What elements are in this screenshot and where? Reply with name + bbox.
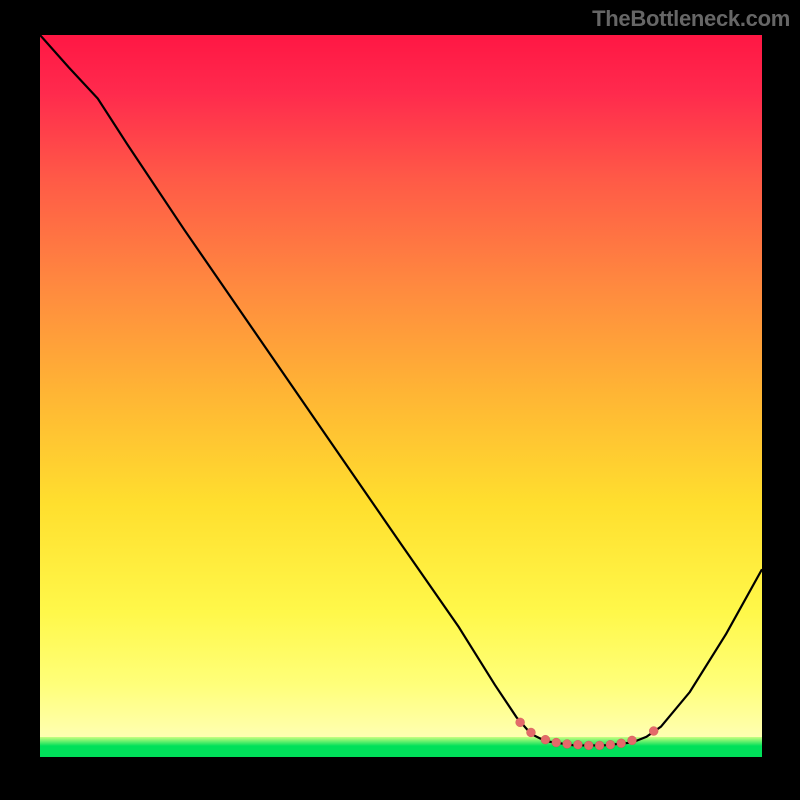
marker-point	[628, 736, 637, 745]
marker-point	[526, 728, 535, 737]
curve-layer	[40, 35, 762, 757]
plot-area	[40, 35, 762, 757]
marker-point	[552, 738, 561, 747]
marker-point	[541, 735, 550, 744]
chart-container: TheBottleneck.com	[0, 0, 800, 800]
marker-point	[516, 718, 525, 727]
marker-point	[595, 741, 604, 750]
marker-point	[573, 740, 582, 749]
marker-point	[563, 740, 572, 749]
curve-markers	[516, 718, 659, 750]
marker-point	[649, 727, 658, 736]
marker-point	[617, 739, 626, 748]
watermark-text: TheBottleneck.com	[592, 6, 790, 32]
bottleneck-curve	[40, 35, 762, 745]
marker-point	[606, 740, 615, 749]
marker-point	[584, 741, 593, 750]
